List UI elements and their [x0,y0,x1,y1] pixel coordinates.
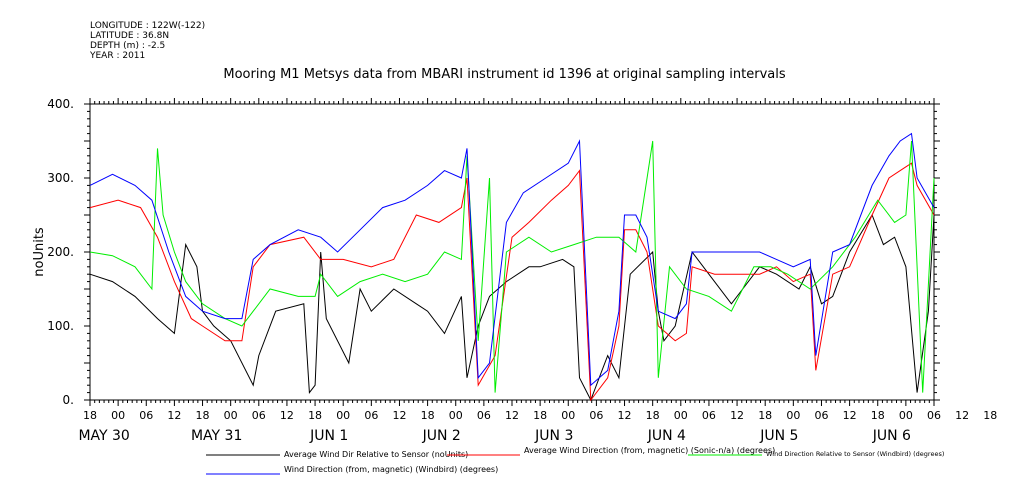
x-tick-label: 18 [983,409,997,422]
x-tick-label: 12 [955,409,969,422]
x-tick-label: 00 [336,409,350,422]
x-tick-label: 06 [927,409,941,422]
x-tick-label: 00 [224,409,238,422]
x-tick-label: 12 [618,409,632,422]
x-tick-label: 12 [843,409,857,422]
y-tick-label: 200. [47,245,74,259]
date-label: JUN 3 [534,428,573,444]
depth-label: DEPTH (m) : -2.5 [90,41,166,51]
series-line-1 [89,213,935,402]
date-label: JUN 5 [759,428,798,444]
legend-label-4: Wind Direction (from, magnetic) (Windbir… [284,465,498,474]
x-tick-label: 12 [505,409,519,422]
year-label: YEAR : 2011 [90,51,146,61]
x-tick-label: 18 [758,409,772,422]
legend-label-3: Wind Direction Relative to Sensor (Windb… [766,450,944,458]
x-tick-label: 00 [899,409,913,422]
x-tick-label: 12 [280,409,294,422]
date-label: JUN 1 [309,428,348,444]
x-tick-label: 18 [871,409,885,422]
x-tick-label: 18 [308,409,322,422]
date-label: MAY 30 [78,428,129,444]
x-tick-label: 00 [561,409,575,422]
x-tick-label: 12 [730,409,744,422]
x-tick-label: 18 [196,409,210,422]
chart-title: Mooring M1 Metsys data from MBARI instru… [223,67,786,82]
x-tick-label: 18 [646,409,660,422]
y-tick-label: 400. [47,97,74,111]
x-tick-label: 06 [477,409,491,422]
x-tick-label: 06 [252,409,266,422]
x-tick-label: 18 [533,409,547,422]
x-tick-label: 06 [589,409,603,422]
x-tick-label: 00 [449,409,463,422]
x-tick-label: 12 [392,409,406,422]
series-line-4 [89,132,935,387]
x-tick-label: 06 [814,409,828,422]
x-tick-label: 06 [702,409,716,422]
longitude-label: LONGITUDE : 122W(-122) [90,21,206,31]
y-axis-label: noUnits [32,227,47,277]
x-tick-label: 12 [167,409,181,422]
date-label: JUN 2 [422,428,461,444]
legend-label-1: Average Wind Dir Relative to Sensor (noU… [284,450,468,459]
plot-frame [89,103,935,401]
x-tick-label: 06 [364,409,378,422]
series-line-3 [89,140,935,393]
date-label: JUN 6 [872,428,911,444]
y-tick-label: 0. [63,393,74,407]
x-tick-label: 00 [111,409,125,422]
latitude-label: LATITUDE : 36.8N [90,31,170,41]
x-tick-label: 18 [421,409,435,422]
x-tick-label: 00 [674,409,688,422]
y-tick-label: 300. [47,171,74,185]
x-tick-label: 06 [139,409,153,422]
y-tick-label: 100. [47,319,74,333]
x-tick-label: 00 [786,409,800,422]
mooring-metadata: LONGITUDE : 122W(-122) LATITUDE : 36.8N … [90,21,205,61]
series-line-2 [89,162,935,402]
date-label: JUN 4 [647,428,686,444]
legend-label-2: Average Wind Direction (from, magnetic) … [524,446,775,455]
date-label: MAY 31 [191,428,242,444]
x-tick-label: 18 [83,409,97,422]
